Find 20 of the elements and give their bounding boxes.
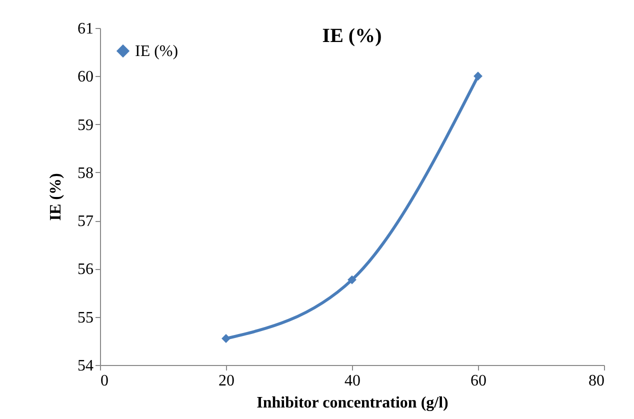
point bbox=[222, 334, 230, 343]
y-axis-title: IE (%) bbox=[48, 173, 64, 221]
y-tick-label: 61 bbox=[78, 20, 94, 38]
x-tick-label: 60 bbox=[470, 372, 486, 390]
x-tick-label: 80 bbox=[588, 372, 604, 390]
y-tick-label: 54 bbox=[78, 358, 94, 374]
legend-label: IE (%) bbox=[135, 43, 178, 60]
y-tick-label: 56 bbox=[78, 261, 94, 278]
x-axis-title: Inhibitor concentration (g/l) bbox=[256, 394, 448, 412]
point bbox=[348, 275, 356, 284]
y-tick-label: 55 bbox=[78, 309, 94, 326]
x-tick-label: 40 bbox=[344, 372, 360, 390]
y-tick-label: 57 bbox=[78, 213, 94, 230]
x-tick-label: 20 bbox=[218, 372, 234, 390]
y-tick-label: 59 bbox=[78, 116, 94, 134]
x-tick-label: 0 bbox=[100, 372, 108, 390]
chart-title: IE (%) bbox=[322, 25, 382, 47]
y-tick-label: 58 bbox=[78, 164, 94, 182]
point bbox=[474, 72, 482, 81]
y-tick-label: 60 bbox=[78, 68, 94, 86]
